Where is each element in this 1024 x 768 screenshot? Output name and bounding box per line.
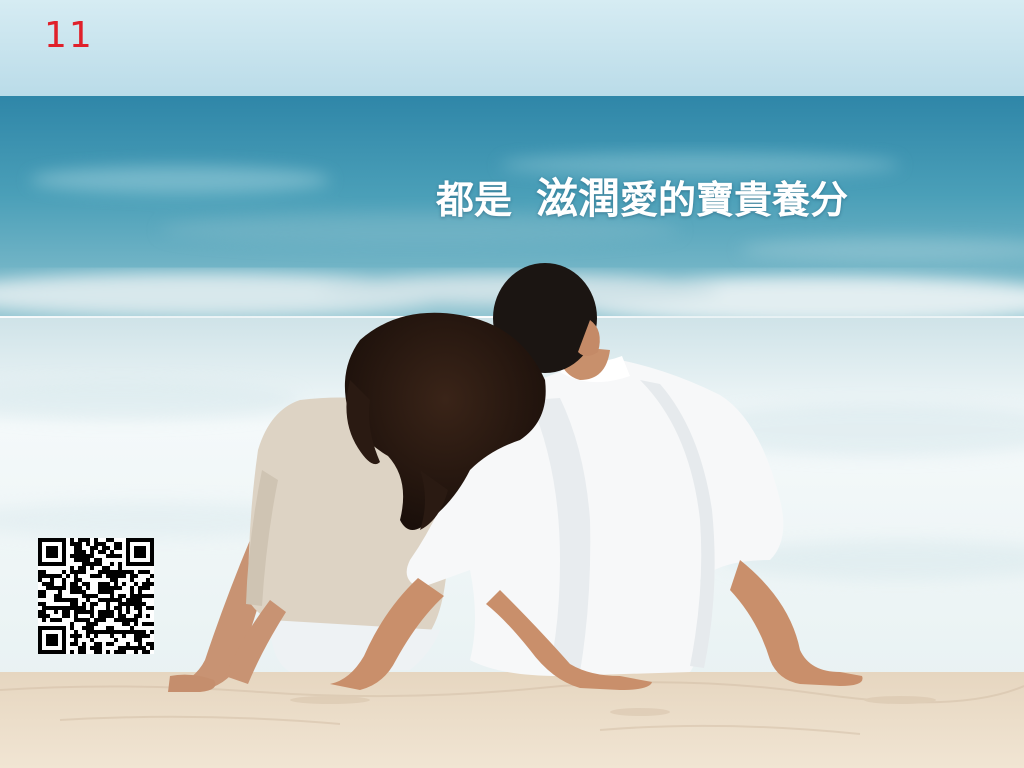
headline-part-c: 愛的寶貴養分 [620, 177, 849, 222]
headline-part-b: 滋潤 [536, 174, 621, 223]
headline-part-a: 都是 [436, 177, 513, 222]
qr-code[interactable] [38, 538, 154, 654]
page-number: 11 [44, 15, 94, 56]
headline: 都是 滋潤愛的寶貴養分 [436, 178, 848, 220]
qr-code-icon [38, 538, 154, 654]
